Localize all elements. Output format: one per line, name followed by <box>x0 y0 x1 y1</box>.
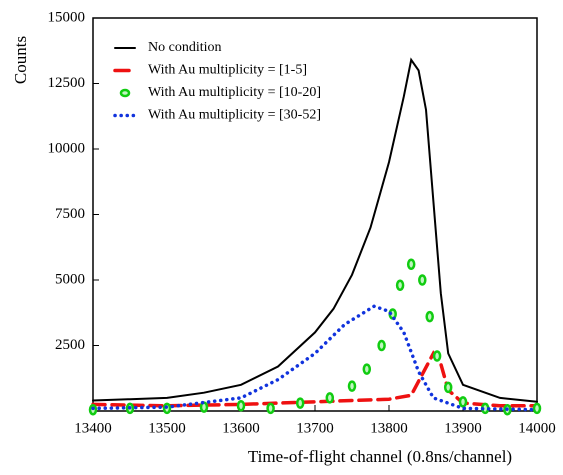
marker <box>418 274 427 286</box>
marker <box>266 402 275 415</box>
marker <box>347 380 357 392</box>
x-tick-label: 13600 <box>222 420 260 436</box>
y-tick-label: 7500 <box>55 206 85 222</box>
marker <box>362 363 372 375</box>
marker <box>236 400 246 412</box>
y-tick-label: 10000 <box>48 140 86 156</box>
x-tick-label: 13900 <box>444 420 482 436</box>
legend-label: With Au multiplicity = [30-52] <box>148 108 321 123</box>
y-axis-label: Counts <box>11 36 30 84</box>
x-tick-label: 14000 <box>518 420 556 436</box>
y-tick-label: 12500 <box>48 75 86 91</box>
x-tick-label: 13800 <box>370 420 408 436</box>
marker <box>425 310 434 323</box>
legend-marker <box>119 88 131 98</box>
y-tick-label: 5000 <box>55 271 85 287</box>
marker <box>325 392 335 404</box>
series-line <box>92 57 538 403</box>
series-line <box>91 304 539 412</box>
marker <box>377 339 386 352</box>
marker <box>406 258 416 271</box>
x-axis-label: Time-of-flight channel (0.8ns/channel) <box>248 447 512 466</box>
legend-label: No condition <box>148 40 222 55</box>
x-tick-label: 13400 <box>74 420 112 436</box>
marker <box>443 381 453 394</box>
marker <box>395 279 405 291</box>
marker <box>532 402 542 415</box>
x-tick-label: 13500 <box>148 420 186 436</box>
marker <box>458 396 468 408</box>
y-tick-label: 15000 <box>48 9 86 25</box>
marker <box>432 350 442 362</box>
x-tick-label: 13700 <box>296 420 334 436</box>
legend-label: With Au multiplicity = [10-20] <box>148 85 321 100</box>
legend-label: With Au multiplicity = [1-5] <box>148 63 307 78</box>
marker <box>295 397 305 409</box>
y-tick-label: 2500 <box>55 337 85 353</box>
